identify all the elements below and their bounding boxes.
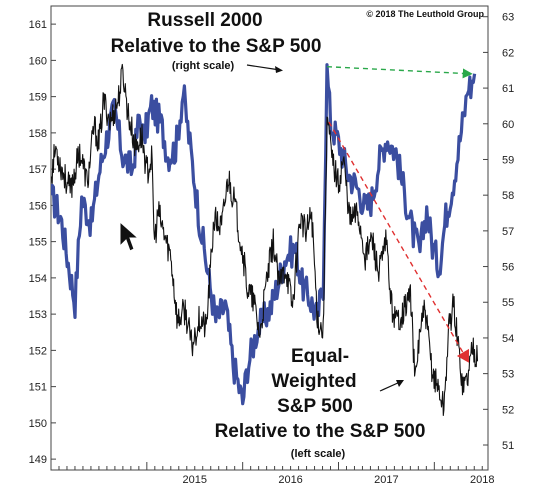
green-trend-arrow: [326, 65, 473, 79]
left-tick-label: 152: [29, 345, 47, 357]
right-tick-label: 55: [502, 297, 514, 309]
right-tick-label: 57: [502, 226, 514, 238]
right-tick-label: 62: [502, 47, 514, 59]
mouse-cursor-icon: [119, 220, 140, 252]
right-tick-label: 61: [502, 83, 514, 95]
x-tick-label: 2017: [374, 474, 398, 486]
equal-label-line3: S&P 500: [277, 396, 353, 417]
equal-pointer-head: [396, 380, 404, 387]
left-tick-label: 157: [29, 164, 47, 176]
right-tick-label: 59: [502, 154, 514, 166]
x-tick-label: 2018: [470, 474, 494, 486]
left-tick-label: 150: [29, 418, 47, 430]
copyright-text: © 2018 The Leuthold Group: [366, 9, 484, 19]
x-axis: 2015 2016 2017 2018: [50, 462, 494, 486]
right-tick-label: 51: [502, 440, 514, 452]
left-tick-label: 154: [29, 273, 47, 285]
equal-label-line2: Weighted: [271, 371, 356, 392]
right-tick-label: 54: [502, 333, 514, 345]
equal-label-line1: Equal-: [291, 346, 349, 367]
red-arrow-head: [456, 348, 469, 363]
left-tick-label: 156: [29, 200, 47, 212]
right-tick-label: 60: [502, 119, 514, 131]
equal-pointer-line: [379, 381, 401, 392]
right-tick-label: 58: [502, 190, 514, 202]
russell-label-line1: Russell 2000: [147, 10, 262, 31]
x-tick-label: 2016: [278, 474, 302, 486]
right-tick-label: 56: [502, 262, 514, 274]
right-tick-label: 63: [502, 12, 514, 24]
right-tick-label: 53: [502, 369, 514, 381]
russell-label-line2: Relative to the S&P 500: [111, 36, 322, 57]
right-tick-label: 52: [502, 404, 514, 416]
pointer-arrow: [246, 64, 281, 71]
left-tick-label: 160: [29, 55, 47, 67]
russell-scale-note: (right scale): [172, 60, 235, 72]
left-tick-label: 153: [29, 309, 47, 321]
red-trend-arrow: [328, 121, 467, 358]
right-axis: 51 52 53 54 55 56 57 58 59 60 61 62 63: [483, 12, 514, 452]
left-tick-label: 161: [29, 19, 47, 31]
left-tick-label: 151: [29, 382, 47, 394]
equal-scale-note: (left scale): [291, 448, 346, 460]
left-axis: 149 150 151 152 153 154 155 156 157 158 159 160 161: [29, 19, 56, 466]
x-tick-label: 2015: [183, 474, 207, 486]
pointer-arrow-head: [275, 66, 283, 73]
equal-label-line4: Relative to the S&P 500: [215, 421, 426, 442]
left-tick-label: 149: [29, 454, 47, 466]
left-tick-label: 155: [29, 237, 47, 249]
series-line-equal-weighted: [51, 63, 479, 417]
left-tick-label: 158: [29, 128, 47, 140]
left-tick-label: 159: [29, 92, 47, 104]
